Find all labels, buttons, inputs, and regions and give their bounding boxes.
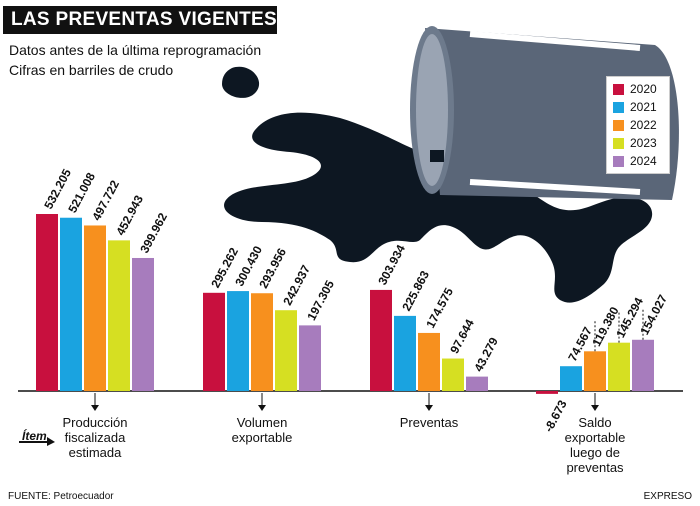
source-note: FUENTE: Petroecuador: [8, 491, 114, 502]
category-label-line: estimada: [68, 445, 122, 460]
legend-label: 2022: [630, 118, 657, 132]
bar-2021: [394, 315, 416, 391]
bar-2023: [108, 240, 130, 391]
item-label: Ítem: [22, 429, 47, 443]
category-label: Volumen exportable: [207, 415, 317, 445]
bar-2020: [370, 289, 392, 391]
legend-label: 2021: [630, 100, 657, 114]
bar-2024: [132, 257, 154, 391]
value-label: 242.937: [280, 262, 313, 307]
bar-2022: [418, 332, 440, 391]
legend-swatch: [613, 156, 624, 167]
page-title: LAS PREVENTAS VIGENTES: [11, 9, 277, 30]
bar-2020: [203, 292, 225, 391]
bar-2022: [84, 225, 106, 391]
publisher-brand: EXPRESO: [643, 491, 692, 502]
item-badge: Ítem: [17, 428, 57, 446]
legend-swatch: [613, 84, 624, 95]
value-label: 225.863: [399, 268, 432, 313]
category-label: Saldo exportable luego de preventas: [540, 415, 650, 475]
bar-2021: [227, 291, 249, 391]
value-label: 452.943: [113, 193, 146, 238]
category-label-line: fiscalizada: [64, 430, 126, 445]
bar-2021: [60, 217, 82, 391]
category-label-line: exportable: [231, 430, 293, 445]
category-label-line: Saldo: [578, 415, 612, 430]
bar-2024: [632, 339, 654, 391]
bar-2023: [608, 342, 630, 391]
legend-swatch: [613, 120, 624, 131]
bar-2023: [442, 358, 464, 391]
value-label: 174.575: [423, 285, 456, 330]
subtitle-line-1: Datos antes de la última reprogramación: [9, 42, 262, 58]
value-label: 43.279: [471, 335, 501, 374]
subtitle-line-2: Cifras en barriles de crudo: [9, 62, 174, 78]
bar-2022: [251, 293, 273, 391]
category-pointer-head: [258, 405, 266, 411]
title-bar: LAS PREVENTAS VIGENTES: [3, 6, 277, 34]
category-label: Producción fiscalizada estimada: [40, 415, 150, 460]
category-label-line: preventas: [566, 460, 624, 475]
bar-2020: [36, 214, 58, 391]
value-label: 97.644: [447, 317, 477, 356]
category-label-line: Volumen: [236, 415, 288, 430]
value-label: 497.722: [89, 178, 122, 223]
bar-2023: [275, 310, 297, 391]
value-label: 154.027: [637, 292, 670, 337]
legend-swatch: [613, 102, 624, 113]
bar-2022: [584, 351, 606, 391]
badge-underline: [19, 437, 55, 446]
category-label-line: exportable: [564, 430, 626, 445]
legend-swatch: [613, 138, 624, 149]
category-label-line: Preventas: [399, 415, 459, 430]
bar-2021: [560, 366, 582, 391]
value-label: 197.305: [304, 278, 337, 323]
footer: FUENTE: Petroecuador EXPRESO: [0, 486, 700, 506]
value-label: 399.962: [137, 210, 170, 255]
legend-label: 2024: [630, 154, 657, 168]
chart-legend: 2020 2021 2022 2023 2024: [606, 76, 670, 174]
category-label-line: luego de: [570, 445, 620, 460]
category-label: Preventas: [374, 415, 484, 430]
bar-2024: [299, 325, 321, 391]
category-label-line: Producción: [62, 415, 128, 430]
category-pointer-head: [91, 405, 99, 411]
category-pointer-head: [425, 405, 433, 411]
value-label: 303.934: [375, 242, 408, 287]
legend-label: 2023: [630, 136, 657, 150]
category-pointer-head: [591, 405, 599, 411]
bar-2024: [466, 376, 488, 391]
bar-2020: [536, 391, 558, 394]
legend-label: 2020: [630, 82, 657, 96]
